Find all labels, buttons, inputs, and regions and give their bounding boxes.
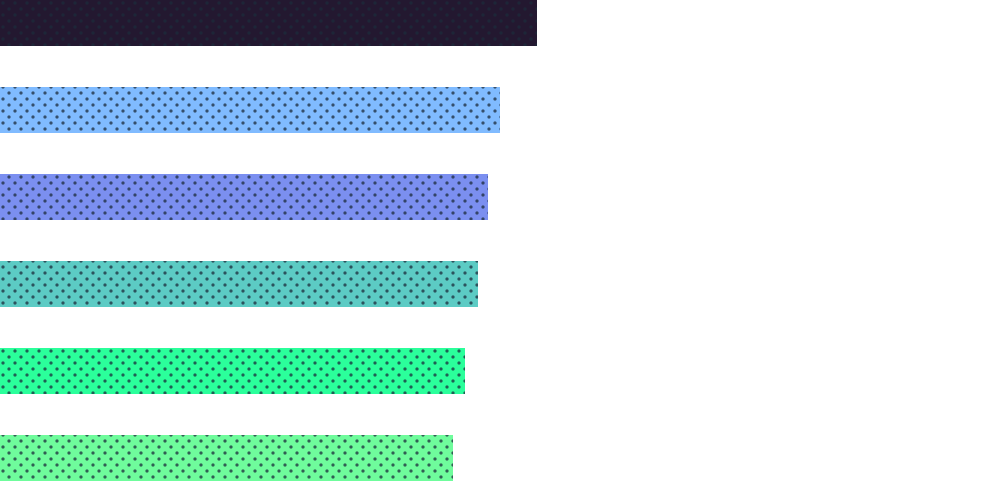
bar-pattern	[0, 348, 465, 394]
bar-pattern	[0, 435, 453, 481]
bar-pattern	[0, 261, 478, 307]
bar-pattern	[0, 0, 537, 46]
bar-pattern	[0, 87, 500, 133]
bar-pattern	[0, 174, 488, 220]
